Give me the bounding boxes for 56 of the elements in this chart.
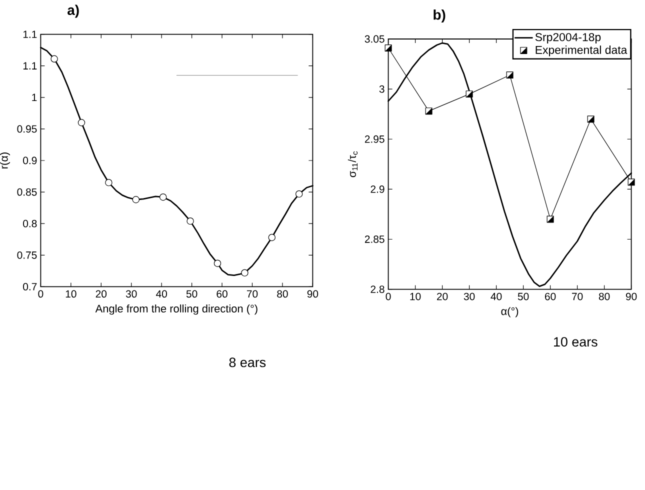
point <box>268 234 276 242</box>
y-tick-label: 0.7 <box>23 283 37 290</box>
y-tick-label: 1.1 <box>23 30 37 38</box>
x-tick-label: 40 <box>490 292 502 300</box>
x-tick-label: 50 <box>518 292 529 300</box>
y-tick-label: 0.85 <box>17 188 37 196</box>
y-tick-label: 1.1 <box>23 62 37 70</box>
point <box>50 55 58 63</box>
x-tick-label: 60 <box>216 290 228 298</box>
x-tick-label: 70 <box>246 290 258 298</box>
line-series <box>388 42 632 287</box>
y-tick-label: 0.75 <box>17 251 37 259</box>
x-tick-label: 20 <box>96 290 107 298</box>
x-tick-label: 80 <box>598 292 610 300</box>
y-tick-label: 0.9 <box>23 156 37 164</box>
x-tick-label: 70 <box>572 292 583 300</box>
x-tick-label: 0 <box>386 292 391 300</box>
text: 8 ears <box>229 358 266 368</box>
x-tick-label: 0 <box>38 290 44 298</box>
y-tick-label: 2.8 <box>370 286 384 294</box>
point <box>105 178 112 186</box>
y-tick-label: 2.9 <box>370 185 384 193</box>
y-tick-label: 1 <box>32 94 37 101</box>
y-tick-label: 0.95 <box>17 125 37 133</box>
x-axis-title: Angle from the rolling direction (°) <box>95 304 258 315</box>
x-axis-title: α(°) <box>501 307 518 318</box>
x-tick-label: 20 <box>437 292 448 300</box>
x-tick-label: 50 <box>186 290 198 298</box>
x-tick-label: 90 <box>307 290 318 298</box>
point <box>159 193 167 201</box>
point <box>132 196 140 204</box>
text: 10 ears <box>554 337 598 347</box>
x-tick-label: 90 <box>626 292 637 300</box>
point <box>295 190 303 198</box>
point <box>78 119 86 126</box>
y-tick-label: 0.8 <box>23 220 37 228</box>
x-tick-label: 30 <box>464 292 475 300</box>
chart-title: a) <box>68 4 79 18</box>
point <box>214 260 222 267</box>
point <box>186 217 194 225</box>
y-tick-label: 3 <box>379 85 384 93</box>
y-axis-title: σ$_{11}$/τ$_{c}$ <box>348 151 358 178</box>
point <box>241 269 248 276</box>
x-tick-label: 60 <box>545 292 556 300</box>
x-tick-label: 80 <box>277 290 288 298</box>
x-tick-label: 40 <box>156 290 167 298</box>
chart-title: b) <box>434 9 446 22</box>
legend-label: Srp2004-18p <box>535 33 601 44</box>
x-tick-label: 10 <box>66 290 76 298</box>
y-axis-title: r(α) <box>0 152 10 168</box>
y-tick-label: 2.85 <box>364 236 384 243</box>
y-tick-label: 2.95 <box>364 135 384 143</box>
x-tick-label: 10 <box>410 292 421 300</box>
y-tick-label: 3.05 <box>364 35 384 43</box>
legend-label: Experimental data <box>536 46 628 56</box>
x-tick-label: 30 <box>126 290 137 298</box>
